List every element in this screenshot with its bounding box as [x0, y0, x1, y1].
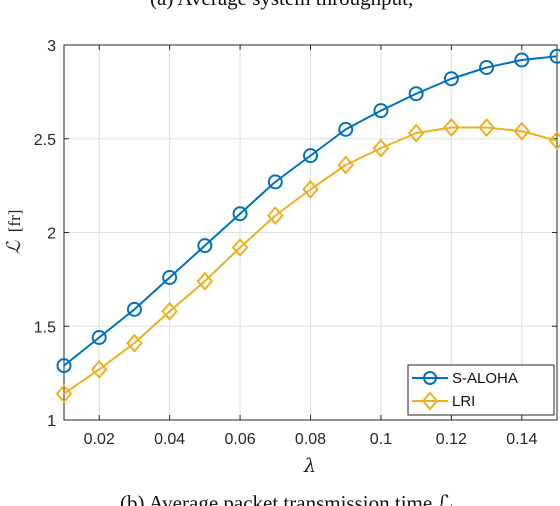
data-point-lri: [55, 384, 73, 404]
legend: S-ALOHA LRI: [407, 364, 555, 416]
data-point-lri: [443, 117, 460, 138]
legend-marker-s-aloha: [423, 371, 437, 385]
data-point-s-aloha: [373, 103, 389, 119]
data-point-lri: [372, 138, 390, 158]
legend-entry-lri: LRI: [412, 391, 475, 411]
x-tick-labels: 0.02 0.04 0.06 0.08 0.1 0.12 0.14: [84, 431, 538, 448]
data-point-lri: [513, 121, 531, 141]
x-tick-label: 0.06: [225, 431, 256, 448]
legend-entry-s-aloha: S-ALOHA: [412, 370, 518, 387]
y-axis-symbol: ℒ: [3, 239, 25, 254]
data-point-s-aloha: [408, 86, 424, 102]
data-point-s-aloha: [443, 71, 459, 87]
data-point-s-aloha: [338, 121, 354, 137]
data-point-lri: [231, 237, 249, 258]
x-tick-label: 0.14: [506, 431, 537, 448]
series-s-aloha: [56, 48, 560, 374]
data-point-s-aloha: [162, 270, 178, 285]
data-point-s-aloha: [197, 238, 213, 254]
svg-text:ℒ [fr]: ℒ [fr]: [3, 210, 25, 255]
line-plot: 0.02 0.04 0.06 0.08 0.1 0.12 0.14 11.522.53 λ …: [3, 38, 560, 477]
caption-bottom-group: (b) Average packet transmission time ℒ.: [120, 491, 458, 506]
legend-label-lri: LRI: [452, 393, 475, 410]
data-point-lri: [90, 359, 108, 379]
data-point-lri: [126, 333, 143, 353]
data-point-s-aloha: [126, 301, 142, 317]
data-point-s-aloha: [267, 174, 283, 190]
data-point-s-aloha: [514, 52, 530, 68]
legend-marker-lri: [421, 391, 439, 411]
caption-top: (a) Average system throughput,: [150, 0, 413, 10]
data-point-lri: [266, 206, 284, 226]
data-point-s-aloha: [56, 358, 72, 374]
axes: [63, 44, 558, 421]
data-point-lri: [337, 155, 355, 175]
x-tick-label: 0.02: [84, 431, 115, 448]
y-tick-label: 1: [47, 413, 56, 430]
data-point-s-aloha: [303, 148, 318, 164]
data-point-lri: [196, 271, 214, 291]
y-tick-labels: 1 1.5 2 2.5 3: [34, 38, 56, 430]
x-tick-label: 0.1: [370, 431, 392, 448]
y-tick-label: 3: [47, 38, 56, 55]
data-point-lri: [478, 117, 495, 138]
data-point-s-aloha: [549, 48, 560, 64]
legend-label-s-aloha: S-ALOHA: [452, 370, 518, 387]
data-point-s-aloha: [232, 206, 248, 222]
x-tick-label: 0.08: [295, 431, 326, 448]
series-layer: [55, 48, 560, 404]
caption-bottom: (b) Average packet transmission time ℒ.: [120, 491, 458, 506]
series-lri: [55, 117, 560, 404]
caption-top-group: (a) Average system throughput,: [150, 0, 413, 10]
y-axis-title: ℒ [fr]: [3, 210, 25, 255]
x-tick-label: 0.12: [436, 431, 467, 448]
y-tick-label: 2: [47, 226, 56, 243]
series-line-s-aloha: [63, 55, 558, 367]
x-tick-label: 0.04: [154, 431, 185, 448]
data-point-s-aloha: [91, 330, 107, 345]
data-point-s-aloha: [479, 60, 495, 75]
y-tick-label: 1.5: [34, 319, 56, 336]
data-point-lri: [548, 131, 560, 151]
x-axis-title: λ: [303, 455, 316, 477]
data-point-lri: [302, 179, 319, 199]
data-point-lri: [161, 301, 178, 321]
y-tick-label: 2.5: [34, 132, 56, 149]
data-point-lri: [407, 123, 425, 143]
series-line-lri: [63, 126, 558, 395]
y-axis-unit: [fr]: [5, 210, 24, 233]
